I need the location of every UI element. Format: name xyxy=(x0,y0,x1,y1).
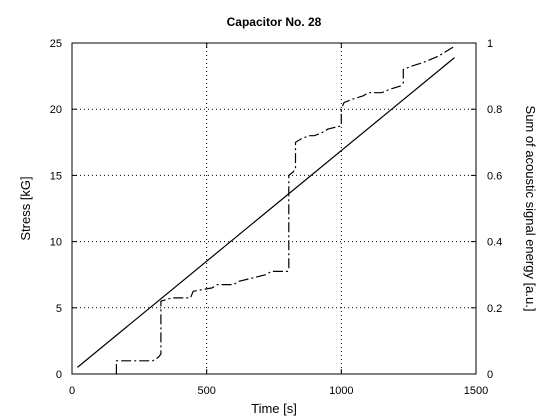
chart-title: Capacitor No. 28 xyxy=(227,15,322,29)
x-tick-label: 500 xyxy=(197,385,215,397)
acoustic-energy-line xyxy=(115,45,455,374)
y-axis-label: Stress [kG] xyxy=(18,176,33,240)
y-tick-label: 0 xyxy=(56,369,62,381)
y-tick-label: 25 xyxy=(50,38,62,50)
x-tick-label: 1500 xyxy=(464,385,488,397)
series-group xyxy=(77,45,455,374)
x-tick-label: 1000 xyxy=(329,385,353,397)
stress-line xyxy=(77,57,455,368)
y2-tick-label: 0.8 xyxy=(487,104,502,116)
x-tick-label: 0 xyxy=(69,385,75,397)
y2-tick-label: 0.6 xyxy=(487,170,502,182)
y2-tick-label: 1 xyxy=(487,38,493,50)
axes: 0 500 1000 1500 0 5 10 15 20 25 0 0.2 0.4 0.6 0.8 1 xyxy=(50,38,503,397)
y2-tick-label: 0.2 xyxy=(487,303,502,315)
y-tick-label: 15 xyxy=(50,170,62,182)
y-tick-label: 20 xyxy=(50,104,62,116)
y2-tick-label: 0.4 xyxy=(487,237,502,249)
grid xyxy=(72,43,476,374)
x-axis-label: Time [s] xyxy=(251,401,297,416)
y2-tick-label: 0 xyxy=(487,369,493,381)
y-tick-label: 5 xyxy=(56,303,62,315)
plot-frame xyxy=(71,42,477,375)
y2-axis-label: Sum of acoustic signal energy [a.u.] xyxy=(523,106,538,312)
y-tick-label: 10 xyxy=(50,237,62,249)
